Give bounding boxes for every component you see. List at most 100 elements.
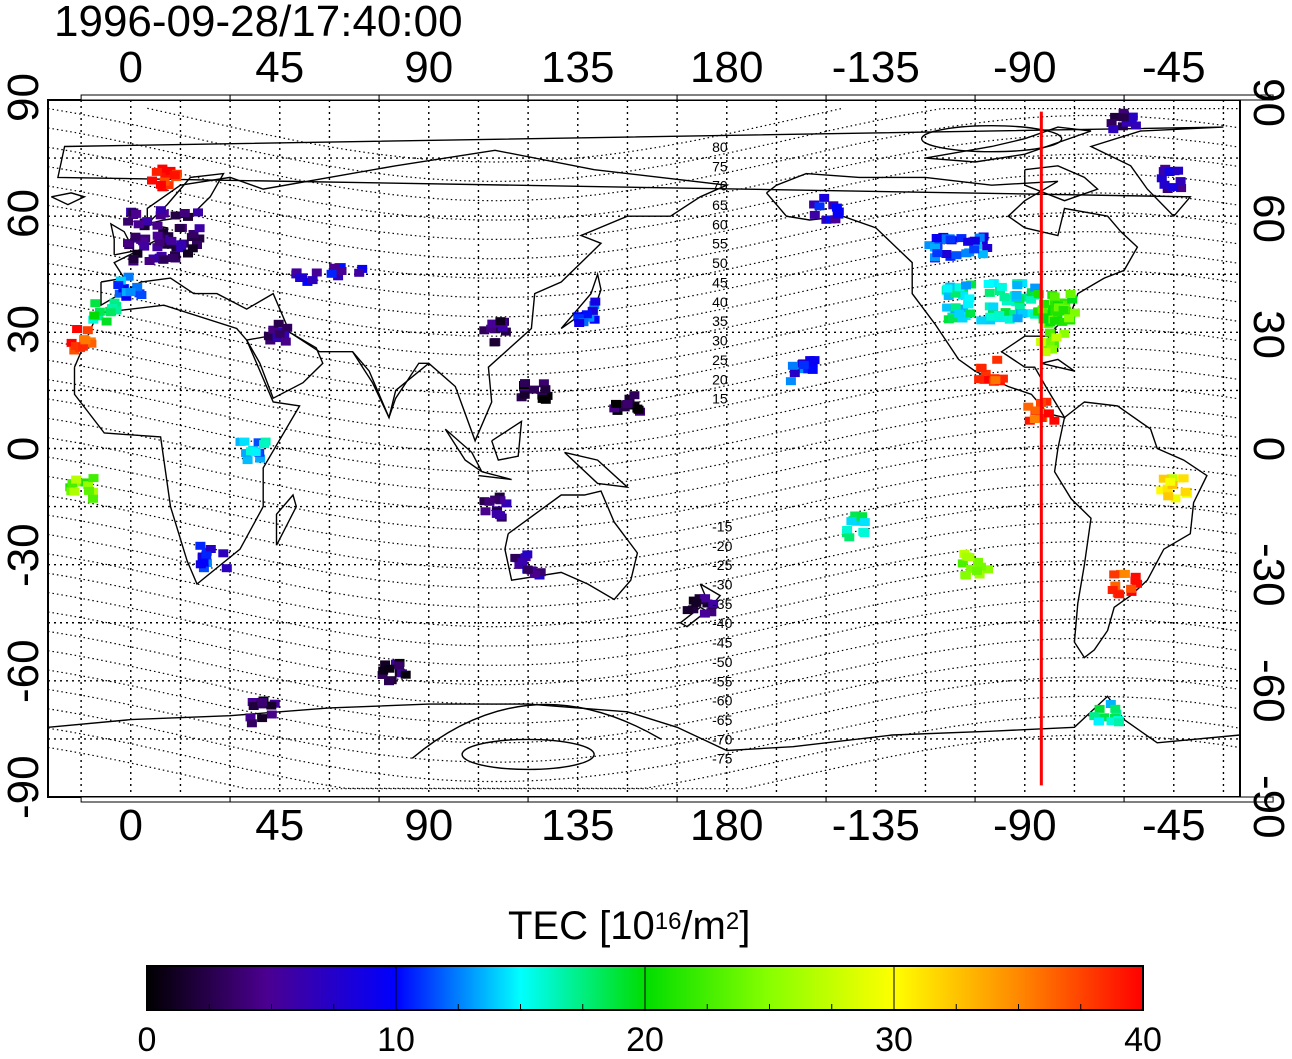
- y-tick-label-right: 30: [1244, 310, 1292, 360]
- tec-pixel: [280, 337, 291, 346]
- tec-pixel: [307, 276, 318, 285]
- tec-pixel: [158, 255, 168, 264]
- frame-band: [378, 796, 529, 803]
- tec-pixel: [932, 249, 943, 258]
- tec-pixel: [86, 339, 97, 348]
- tec-pixel: [1113, 718, 1124, 727]
- y-tick-label-right: -90: [1244, 775, 1292, 839]
- tec-pixel: [1001, 297, 1012, 306]
- tec-pixel: [154, 238, 165, 247]
- tec-pixel: [495, 317, 506, 326]
- tec-pixel: [522, 565, 533, 574]
- tec-pixel: [948, 314, 958, 323]
- mag-lat-label: 55: [712, 236, 728, 252]
- tec-pixel: [257, 697, 268, 706]
- tec-pixel: [1164, 168, 1175, 176]
- tec-pixel: [538, 379, 549, 388]
- tec-pixel: [77, 342, 88, 351]
- tec-pixel: [540, 385, 551, 394]
- tec-pixel: [378, 666, 389, 675]
- y-tick-label-left: 90: [0, 73, 48, 122]
- tec-pixel: [1029, 415, 1040, 424]
- mag-lat-label: 50: [712, 255, 728, 271]
- tec-pixel: [973, 557, 983, 566]
- tec-pixel: [193, 208, 203, 217]
- tec-pixel: [160, 169, 171, 178]
- tec-pixel: [121, 292, 132, 301]
- tec-pixel: [132, 282, 143, 291]
- tec-pixel: [194, 234, 205, 243]
- tec-pixel: [1109, 570, 1120, 579]
- tec-pixel: [980, 369, 991, 378]
- tec-pixel: [497, 323, 508, 332]
- y-tick-label-right: 60: [1244, 194, 1292, 244]
- tec-pixel: [183, 249, 193, 258]
- tec-pixel: [198, 558, 209, 567]
- tec-pixel: [248, 702, 259, 710]
- y-tick-label-right: 90: [1244, 78, 1292, 127]
- coastline: [564, 451, 630, 489]
- tec-pixel: [257, 714, 268, 723]
- frame-band: [825, 94, 976, 101]
- tec-pixel: [1168, 183, 1179, 192]
- tec-pixel: [969, 236, 980, 245]
- tec-pixel: [930, 253, 940, 262]
- tec-pixel: [979, 375, 990, 384]
- tec-pixel: [1089, 712, 1100, 721]
- tec-pixel: [101, 317, 112, 326]
- tec-pixel: [708, 599, 719, 608]
- tec-pixel: [785, 377, 796, 386]
- tec-pixel: [125, 288, 136, 297]
- tec-pixel: [1158, 474, 1169, 483]
- tec-pixel: [976, 562, 986, 571]
- tec-pixel: [1049, 292, 1060, 301]
- tec-pixel: [302, 277, 313, 286]
- tec-pixel: [255, 454, 266, 463]
- tec-pixel: [850, 511, 861, 520]
- tec-pixel: [400, 670, 411, 679]
- tec-pixel: [138, 237, 149, 246]
- frame-band: [378, 94, 529, 101]
- tec-pixel: [1175, 177, 1186, 186]
- tec-pixel: [253, 438, 264, 447]
- tec-pixel: [1047, 345, 1057, 354]
- tec-pixel: [587, 306, 598, 315]
- tec-pixel: [1180, 487, 1191, 496]
- tec-pixel: [957, 559, 968, 568]
- tec-pixel: [1059, 329, 1070, 338]
- tec-pixel: [113, 281, 124, 289]
- tec-pixel: [274, 330, 285, 339]
- tec-pixels: [65, 108, 1192, 728]
- tec-pixel: [982, 244, 993, 252]
- tec-pixel: [1121, 118, 1132, 127]
- plot-title: 1996-09-28/17:40:00: [54, 0, 463, 46]
- tec-pixel: [519, 390, 530, 399]
- tec-pixel: [1000, 308, 1011, 317]
- tec-pixel: [990, 376, 1001, 385]
- tec-pixel: [295, 274, 306, 282]
- coastline: [352, 351, 429, 420]
- tec-pixel: [152, 243, 163, 252]
- tec-pixel: [574, 319, 585, 327]
- tec-pixel: [1111, 709, 1122, 718]
- tec-pixel: [495, 496, 506, 505]
- tec-pixel: [694, 594, 705, 603]
- mag-lat-line: [47, 463, 1241, 550]
- tec-pixel: [479, 326, 490, 335]
- x-tick-label-top: 90: [404, 43, 454, 92]
- tec-pixel: [245, 713, 256, 722]
- tec-pixel: [809, 200, 820, 209]
- frame-band: [527, 94, 678, 101]
- tec-pixel: [1126, 584, 1137, 593]
- tec-pixel: [1158, 167, 1169, 176]
- tec-pixel: [201, 551, 212, 560]
- coastlines: [47, 126, 1241, 752]
- tec-pixel: [995, 287, 1005, 295]
- frame-band: [676, 94, 827, 101]
- tec-pixel: [956, 234, 967, 243]
- mag-lat-label: 80: [712, 139, 728, 155]
- mag-lat-label: 60: [712, 216, 728, 232]
- tec-pixel: [941, 250, 952, 258]
- tec-pixel: [69, 346, 80, 355]
- tec-pixel: [1065, 290, 1076, 298]
